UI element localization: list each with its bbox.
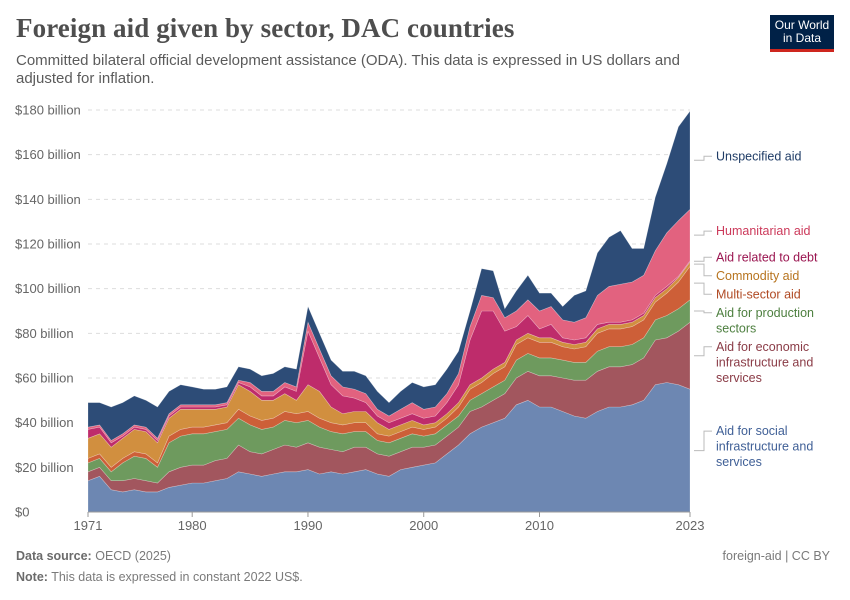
- y-tick-label: $20 billion: [15, 460, 74, 475]
- x-tick-label: 2023: [676, 518, 705, 533]
- legend-label-line: Commodity aid: [716, 269, 799, 283]
- logo-line-2: in Data: [782, 31, 822, 45]
- x-tick-label: 1980: [178, 518, 207, 533]
- legend: Unspecified aid Humanitarian aid Aid relat…: [694, 149, 818, 469]
- y-tick-label: $180 billion: [15, 103, 81, 118]
- source-label: Data source:: [16, 549, 92, 563]
- legend-label[interactable]: Humanitarian aid: [716, 224, 811, 238]
- y-tick-label: $140 billion: [15, 192, 81, 207]
- series-areas: [87, 110, 691, 513]
- data-source: Data source: OECD (2025): [16, 549, 171, 563]
- legend-label-line: services: [716, 455, 762, 469]
- area-series-4[interactable]: [87, 260, 691, 468]
- y-tick-label: $160 billion: [15, 147, 81, 162]
- y-tick-label: $100 billion: [15, 281, 81, 296]
- chart-title: Foreign aid given by sector, DAC countri…: [16, 13, 515, 43]
- legend-label-line: Humanitarian aid: [716, 224, 811, 238]
- note-label: Note:: [16, 570, 48, 584]
- legend-label-line: sectors: [716, 321, 756, 335]
- axes: $0 $20 billion $40 billion $60 billion $80 b…: [15, 103, 704, 534]
- legend-connector: [694, 346, 712, 357]
- license-link[interactable]: foreign-aid | CC BY: [722, 549, 830, 563]
- legend-label-line: infrastructure and: [716, 440, 813, 454]
- legend-label-line: Aid for social: [716, 424, 788, 438]
- note-text: This data is expressed in constant 2022 …: [51, 570, 303, 584]
- x-tick-label: 2010: [525, 518, 554, 533]
- x-tick-label: 2000: [409, 518, 438, 533]
- chart-subtitle: Committed bilateral official development…: [16, 52, 680, 87]
- y-tick-label: $120 billion: [15, 237, 81, 252]
- legend-label[interactable]: Multi-sector aid: [716, 287, 801, 301]
- y-tick-label: $0: [15, 505, 29, 520]
- y-tick-label: $80 billion: [15, 326, 74, 341]
- y-tick-label: $40 billion: [15, 415, 74, 430]
- legend-label[interactable]: Unspecified aid: [716, 149, 802, 163]
- legend-label-line: infrastructure and: [716, 355, 813, 369]
- legend-connector: [694, 263, 712, 277]
- legend-label-line: Aid for production: [716, 306, 814, 320]
- source-link[interactable]: OECD (2025): [95, 549, 171, 563]
- legend-connector: [694, 310, 712, 314]
- area-series-7[interactable]: [87, 110, 691, 441]
- x-tick-label: 1990: [294, 518, 323, 533]
- legend-connector: [694, 430, 712, 452]
- legend-connector: [694, 256, 712, 262]
- x-tick-label: 1971: [74, 518, 103, 533]
- legend-label[interactable]: Aid related to debt: [716, 250, 818, 264]
- legend-connector: [694, 155, 712, 161]
- legend-label[interactable]: Aid for production sectors: [716, 306, 814, 336]
- legend-label-line: Aid related to debt: [716, 250, 818, 264]
- legend-connector: [694, 282, 712, 295]
- legend-label[interactable]: Aid for social infrastructure and services: [716, 424, 813, 469]
- legend-label[interactable]: Aid for economic infrastructure and servic…: [716, 340, 813, 385]
- legend-label-line: Multi-sector aid: [716, 287, 801, 301]
- legend-label-line: services: [716, 371, 762, 385]
- legend-label[interactable]: Commodity aid: [716, 269, 799, 283]
- chart-note: Note: This data is expressed in constant…: [16, 570, 303, 584]
- logo-line-1: Our World: [774, 18, 830, 32]
- legend-connector: [694, 230, 712, 236]
- y-tick-label: $60 billion: [15, 371, 74, 386]
- legend-label-line: Aid for economic: [716, 340, 809, 354]
- legend-label-line: Unspecified aid: [716, 149, 802, 163]
- owid-logo[interactable]: Our World in Data: [770, 15, 834, 52]
